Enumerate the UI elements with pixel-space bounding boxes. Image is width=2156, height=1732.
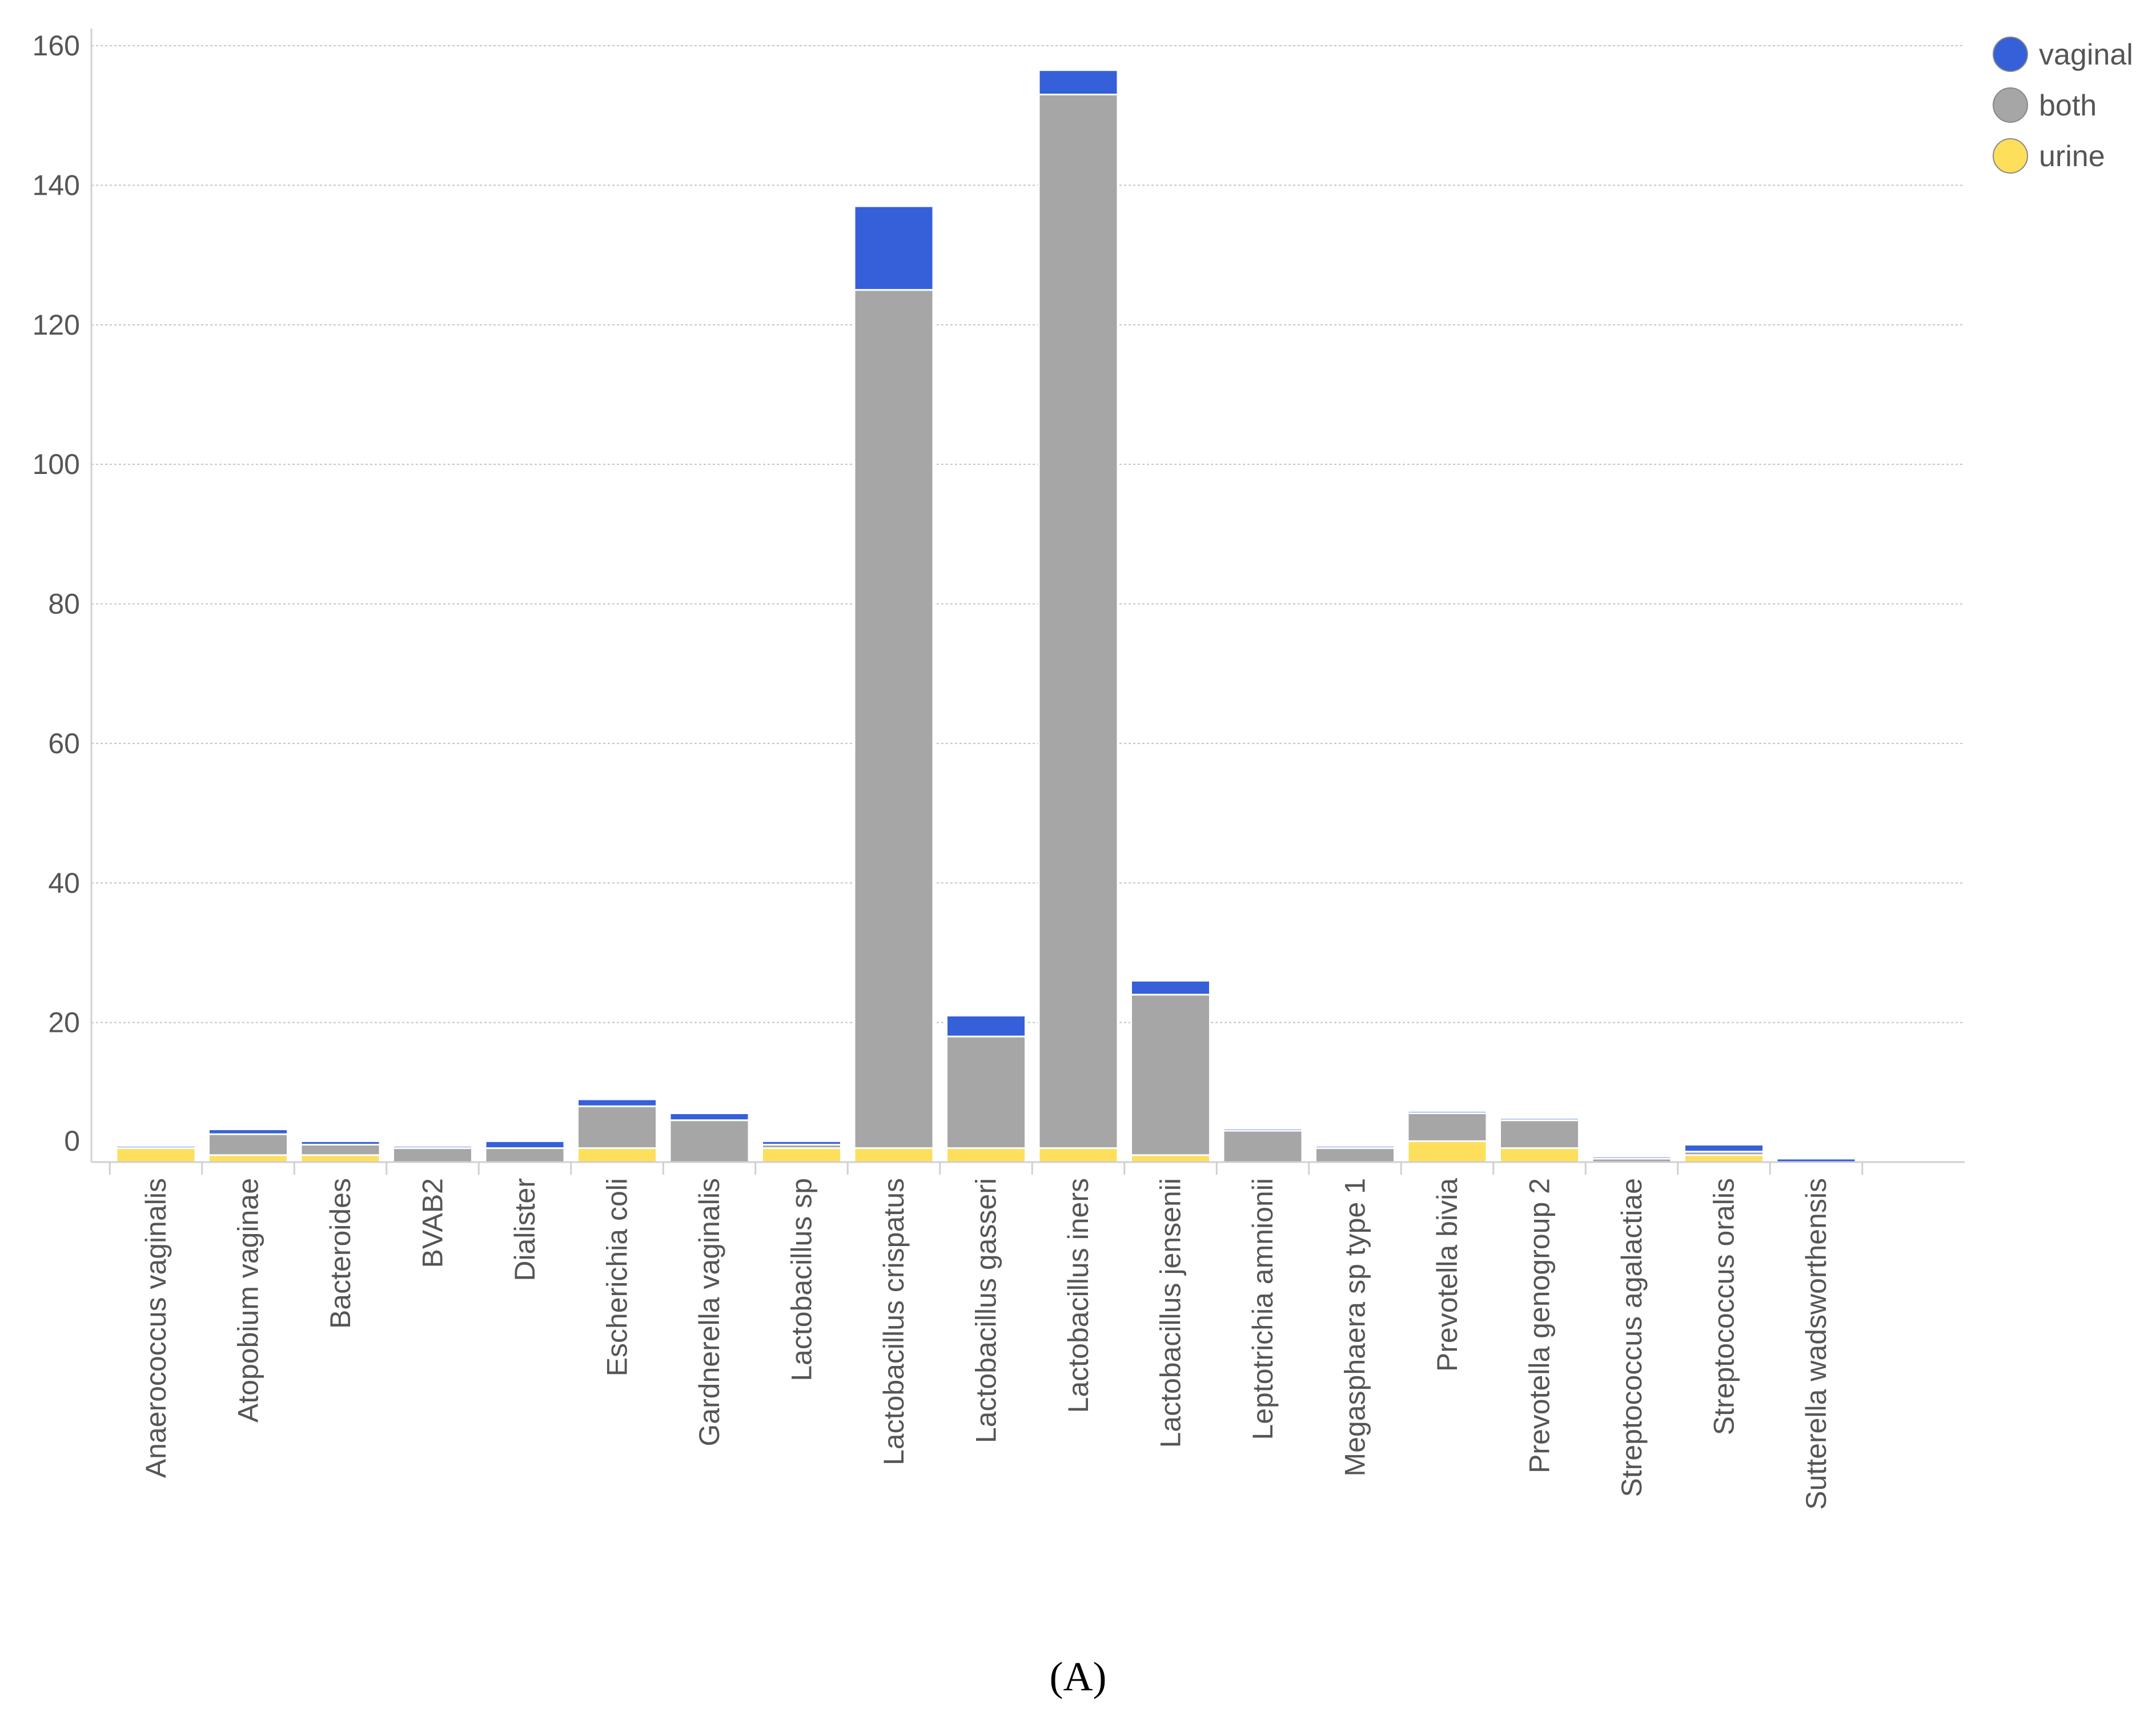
bar-segment-vaginal [669, 1112, 750, 1122]
bar-segment-urine [1684, 1154, 1764, 1163]
legend-marker-vaginal [1993, 37, 2028, 72]
bar-segment-vaginal [1499, 1117, 1580, 1122]
bar-segment-both [1222, 1130, 1303, 1163]
x-axis-ticks: Anaerococcus vaginalis Atopobium vaginae B… [109, 1162, 1864, 1510]
y-tick-label: 0 [64, 1125, 80, 1157]
x-tick-label: Sutterella wadsworthensis [1800, 1178, 1832, 1510]
bar-segment-both [484, 1147, 565, 1163]
legend-label-urine: urine [2039, 140, 2105, 173]
bar-segment-both [1315, 1147, 1395, 1163]
bar-segment-vaginal [946, 1014, 1026, 1038]
x-tick-label: Lactobacillus jensenii [1155, 1178, 1187, 1448]
legend-label-both: both [2039, 89, 2097, 122]
legend-marker-urine [1993, 138, 2028, 174]
y-tick-label: 100 [33, 448, 80, 480]
bars [115, 69, 1857, 1163]
bar-segment-urine [115, 1147, 196, 1163]
bar-segment-both [669, 1119, 750, 1163]
bar-segment-both [1038, 94, 1119, 1150]
bar-segment-urine [1130, 1154, 1211, 1163]
y-tick-label: 80 [48, 588, 80, 620]
bar-segment-both [853, 289, 934, 1150]
bar-segment-vaginal [1591, 1155, 1672, 1160]
bar-segment-vaginal [761, 1140, 842, 1146]
legend-marker-both [1993, 87, 2028, 123]
bar-segment-vaginal [300, 1140, 381, 1146]
bar-segment-vaginal [115, 1145, 196, 1150]
x-tick-label: Streptococcus oralis [1708, 1178, 1740, 1435]
bar-segment-vaginal [484, 1140, 565, 1150]
bar-segment-vaginal [1222, 1127, 1303, 1132]
bar-segment-both [300, 1143, 381, 1156]
x-tick-label: BVAB2 [417, 1178, 449, 1268]
x-tick-label: Lactobacillus iners [1062, 1178, 1094, 1413]
x-tick-label: Leptotrichia amnionii [1247, 1178, 1279, 1440]
bar-segment-vaginal [1407, 1110, 1488, 1114]
bar-segment-both [946, 1035, 1026, 1150]
bar-segment-vaginal [208, 1128, 288, 1135]
x-tick-label: Prevotella bivia [1431, 1178, 1463, 1372]
x-tick-label: Lactobacillus sp [786, 1178, 818, 1381]
bar-segment-urine [946, 1147, 1026, 1163]
x-tick-label: Dialister [509, 1178, 541, 1281]
x-tick-label: Lactobacillus crispatus [878, 1178, 910, 1465]
bar-segment-both [208, 1133, 288, 1156]
bar-segment-vaginal [1038, 69, 1119, 96]
y-axis-ticks: 0 20 40 60 80 100 120 140 160 [33, 30, 80, 1157]
x-tick-label: Gardnerella vaginalis [693, 1178, 725, 1446]
y-tick-label: 160 [33, 30, 80, 62]
x-tick-label: Prevotella genogroup 2 [1524, 1178, 1556, 1473]
bar-segment-urine [1407, 1140, 1488, 1163]
bar-segment-both [1499, 1119, 1580, 1150]
bar-segment-vaginal [853, 205, 934, 291]
bar-segment-vaginal [1130, 979, 1211, 996]
x-tick-label: Bacteroides [324, 1178, 356, 1329]
bar-segment-urine [1499, 1147, 1580, 1163]
y-tick-label: 120 [33, 309, 80, 341]
bar-segment-urine [577, 1147, 657, 1163]
bar-segment-urine [208, 1154, 288, 1163]
bar-segment-vaginal [392, 1145, 473, 1150]
y-tick-label: 20 [48, 1007, 80, 1039]
legend-item-vaginal: vaginal [1993, 37, 2133, 72]
x-tick-label: Anaerococcus vaginalis [140, 1178, 172, 1478]
bar-segment-urine [853, 1147, 934, 1163]
x-tick-label: Atopobium vaginae [232, 1178, 264, 1422]
bar-segment-vaginal [577, 1098, 657, 1107]
figure-caption: (A) [1049, 1654, 1107, 1699]
bar-segment-both [392, 1147, 473, 1163]
bar-segment-both [577, 1105, 657, 1150]
x-tick-label: Escherichia coli [601, 1178, 633, 1376]
bar-segment-vaginal [1684, 1143, 1764, 1153]
x-tick-label: Megasphaera sp type 1 [1339, 1178, 1371, 1477]
bar-segment-urine [761, 1147, 842, 1163]
bar-segment-both [1407, 1112, 1488, 1142]
bar-segment-urine [1038, 1147, 1119, 1163]
legend-item-both: both [1993, 87, 2097, 123]
bar-segment-both [1130, 994, 1211, 1156]
x-tick-label: Lactobacillus gasseri [970, 1178, 1002, 1443]
bar-segment-urine [300, 1154, 381, 1163]
axes [90, 29, 1965, 1163]
legend-item-urine: urine [1993, 138, 2105, 174]
x-tick-label: Streptococcus agalactiae [1616, 1178, 1648, 1497]
y-tick-label: 60 [48, 728, 80, 759]
y-tick-label: 40 [48, 867, 80, 899]
bar-segment-vaginal [1315, 1145, 1395, 1150]
y-tick-label: 140 [33, 169, 80, 201]
gridlines [91, 45, 1965, 1023]
legend: vaginal both urine [1993, 37, 2133, 174]
legend-label-vaginal: vaginal [2039, 38, 2133, 71]
